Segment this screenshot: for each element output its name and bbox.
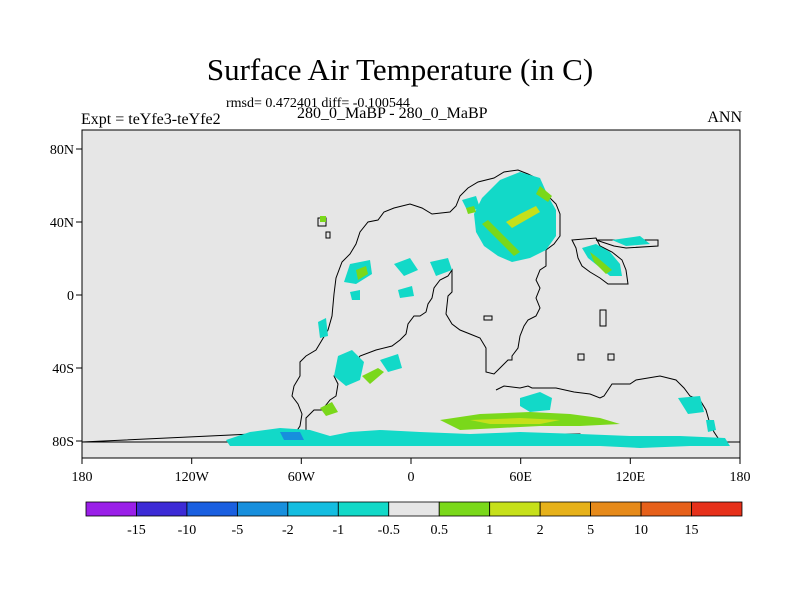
y-tick-label: 40N [50, 216, 74, 231]
colorbar-box [640, 501, 692, 517]
period-label: 280_0_MaBP - 280_0_MaBP [297, 105, 488, 122]
colorbar-label: 0.5 [430, 523, 448, 538]
x-tick-label: 60E [509, 470, 532, 485]
anomaly-patches [226, 172, 730, 448]
x-tick-label: 180 [72, 470, 93, 485]
colorbar-label: -15 [127, 523, 146, 538]
colorbar-box [186, 501, 238, 517]
season-label: ANN [707, 109, 742, 126]
map-title: Surface Air Temperature (in C) [206, 52, 594, 87]
colorbar-label: -0.5 [378, 523, 400, 538]
colorbar-label: -5 [232, 523, 244, 538]
y-tick-label: 0 [67, 289, 74, 304]
colorbar-box [287, 501, 339, 517]
colorbar-label: 1 [486, 523, 493, 538]
y-axis: 80N 40N 0 40S 80S [50, 143, 82, 450]
colorbar-box [388, 501, 440, 517]
colorbar-label: 10 [634, 523, 648, 538]
colorbar [85, 501, 743, 517]
x-tick-label: 0 [408, 470, 415, 485]
colorbar-box [539, 501, 592, 517]
colorbar-box [691, 501, 743, 517]
colorbar-box [337, 501, 390, 517]
colorbar-box [136, 501, 188, 517]
y-tick-label: 40S [52, 362, 74, 377]
colorbar-box [438, 501, 491, 517]
stats-line: rmsd= 0.472401 diff= -0.100544 [226, 96, 410, 111]
y-tick-label: 80S [52, 435, 74, 450]
x-axis: 180 120W 60W 0 60E 120E 180 [72, 458, 751, 485]
colorbar-box [85, 501, 137, 517]
colorbar-label: 2 [537, 523, 544, 538]
colorbar-box [590, 501, 642, 517]
colorbar-label: -1 [332, 523, 344, 538]
colorbar-label: -10 [178, 523, 197, 538]
x-tick-label: 120W [175, 470, 210, 485]
y-tick-label: 80N [50, 143, 74, 158]
experiment-label: Expt = teYfe3-teYfe2 [81, 111, 221, 128]
colorbar-labels: -15 -10 -5 -2 -1 -0.5 0.5 1 2 5 10 15 [127, 523, 698, 538]
x-tick-label: 60W [288, 470, 316, 485]
colorbar-label: 5 [587, 523, 594, 538]
colorbar-box [489, 501, 541, 517]
x-tick-label: 180 [730, 470, 751, 485]
x-tick-label: 120E [616, 470, 646, 485]
colorbar-label: 15 [685, 523, 699, 538]
colorbar-label: -2 [282, 523, 294, 538]
colorbar-box [236, 501, 289, 517]
